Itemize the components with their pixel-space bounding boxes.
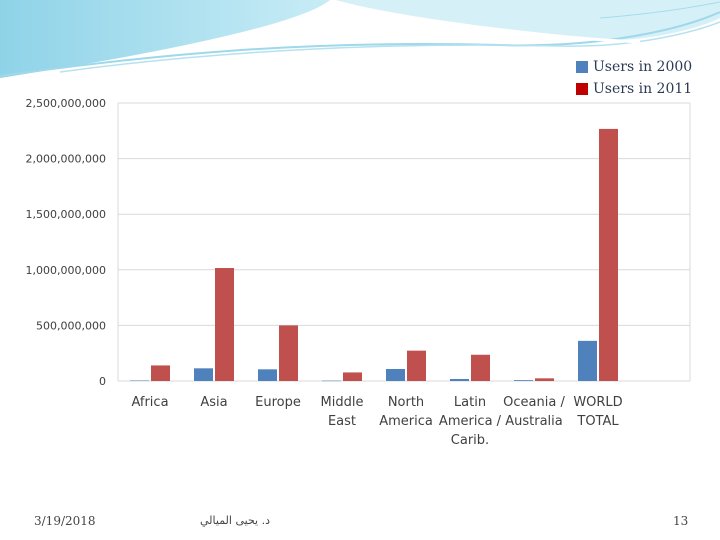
x-tick-label: Latin — [454, 395, 486, 410]
legend-swatch-2011 — [576, 83, 588, 95]
x-tick-label: North — [388, 395, 424, 410]
legend-item-2011: Users in 2011 — [576, 78, 692, 100]
x-tick-label: TOTAL — [576, 414, 619, 429]
y-tick-label: 500,000,000 — [36, 319, 106, 332]
x-tick-label: Asia — [200, 395, 227, 410]
bar-2011 — [215, 268, 234, 381]
x-tick-label: America / — [439, 414, 502, 429]
bar-2000 — [578, 340, 597, 381]
x-tick-label: Carib. — [451, 433, 489, 448]
page-number: 13 — [673, 514, 689, 528]
bars — [130, 128, 618, 382]
bar-2011 — [279, 325, 298, 381]
y-tick-label: 1,000,000,000 — [26, 264, 106, 277]
header-banner — [0, 0, 720, 78]
bar-2000 — [514, 380, 533, 381]
x-tick-label: East — [328, 414, 356, 429]
bar-2000 — [386, 368, 405, 381]
y-tick-label: 0 — [99, 375, 106, 388]
bar-2011 — [471, 354, 490, 381]
x-tick-label: Africa — [131, 395, 168, 410]
legend-label-2000: Users in 2000 — [593, 59, 693, 75]
x-tick-label: Europe — [255, 395, 301, 410]
y-axis-ticks: 0 500,000,000 1,000,000,000 1,500,000,000 2,… — [26, 97, 106, 388]
footer-author: د. يحيى الميالي — [200, 514, 270, 527]
bar-chart: 0 500,000,000 1,000,000,000 1,500,000,000 2,… — [26, 97, 691, 448]
x-tick-label: Oceania / — [503, 395, 565, 410]
footer-date: 3/19/2018 — [34, 514, 96, 528]
x-axis-labels: Africa Asia Europe Middle East North America La… — [131, 395, 622, 448]
legend-label-2011: Users in 2011 — [593, 81, 693, 97]
bar-2011 — [343, 372, 362, 381]
legend-swatch-2000 — [576, 61, 588, 73]
legend-item-2000: Users in 2000 — [576, 56, 692, 78]
bar-2011 — [407, 350, 426, 381]
y-tick-label: 1,500,000,000 — [26, 208, 106, 221]
x-tick-label: America — [379, 414, 433, 429]
y-tick-label: 2,000,000,000 — [26, 153, 106, 166]
x-tick-label: Australia — [505, 414, 563, 429]
x-tick-label: Middle — [321, 395, 364, 410]
bar-2011 — [535, 378, 554, 381]
bar-2000 — [194, 368, 213, 381]
bar-2000 — [322, 380, 341, 382]
bar-2011 — [599, 128, 618, 381]
bar-2011 — [151, 365, 170, 381]
x-tick-label: WORLD — [573, 395, 622, 410]
bar-2000 — [450, 378, 469, 381]
bar-2000 — [130, 380, 149, 381]
bar-2000 — [258, 369, 277, 381]
y-tick-label: 2,500,000,000 — [26, 97, 106, 110]
legend: Users in 2000 Users in 2011 — [576, 56, 692, 100]
